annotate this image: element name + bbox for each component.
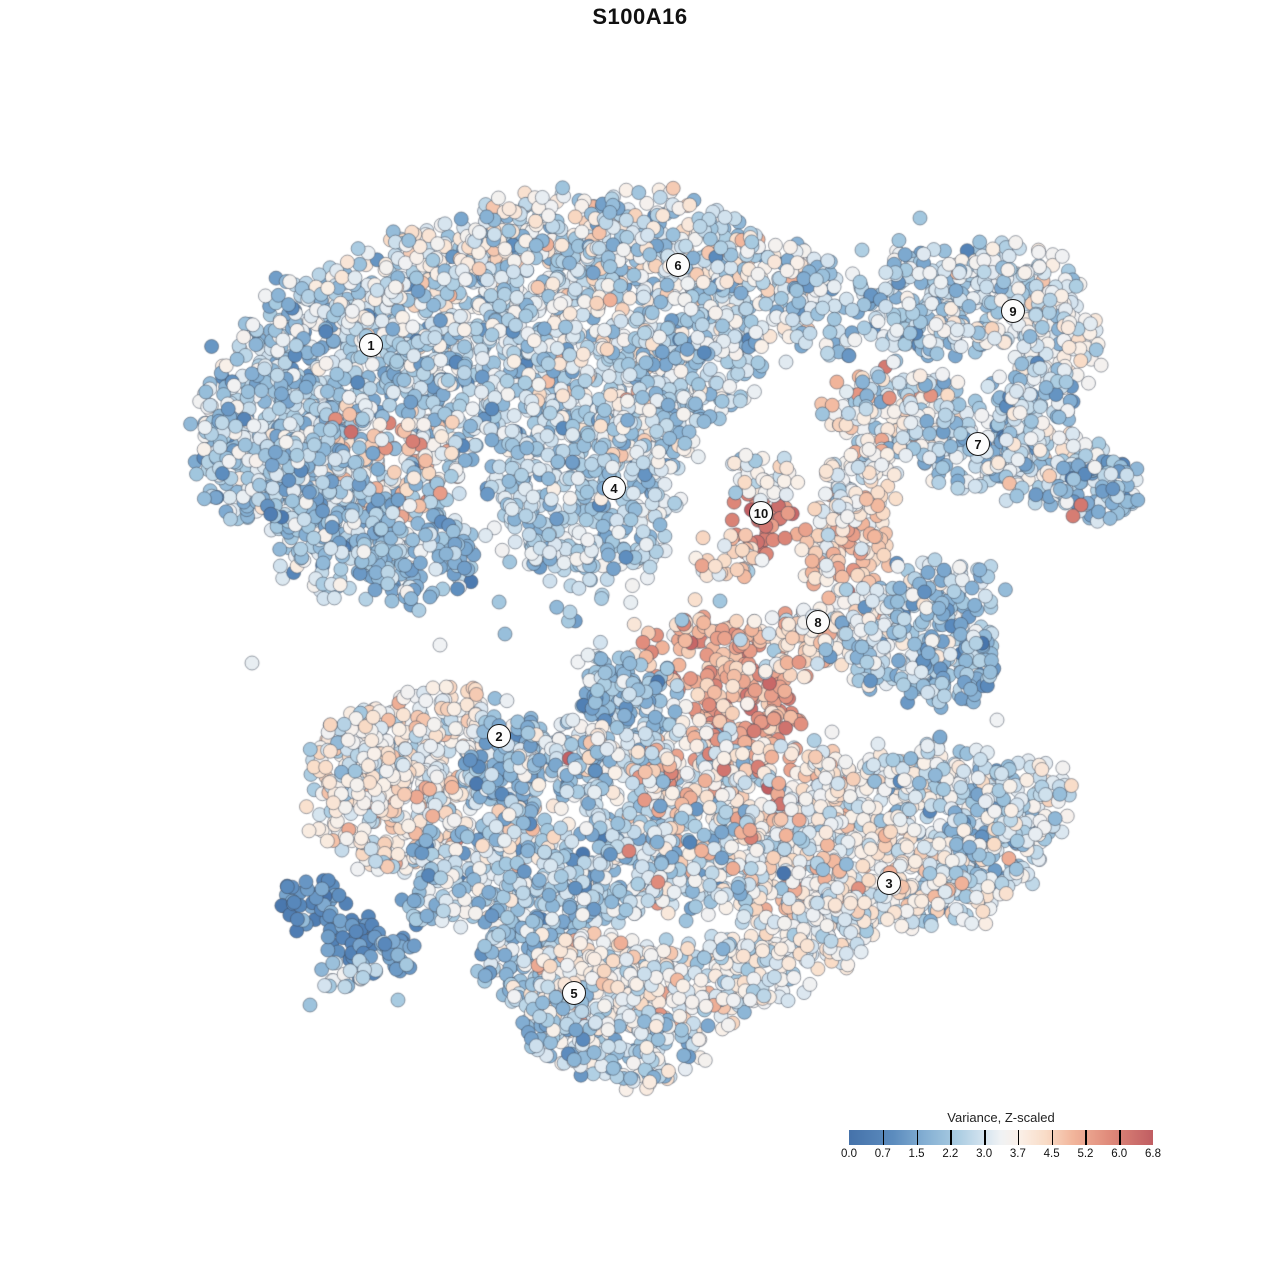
colorbar-gradient (849, 1130, 1153, 1145)
cluster-label-4: 4 (602, 476, 626, 500)
colorbar-tick-labels: 0.0 0.7 1.5 2.2 3.0 3.7 4.5 5.2 6.0 6.8 (841, 1148, 1161, 1163)
cluster-label-9: 9 (1001, 299, 1025, 323)
cluster-label-7: 7 (966, 432, 990, 456)
cluster-label-10: 10 (749, 501, 773, 525)
colorbar-tick (882, 1130, 885, 1145)
colorbar-tick-label: 2.2 (942, 1148, 959, 1160)
cluster-label-8: 8 (806, 610, 830, 634)
colorbar-tick-label: 3.0 (976, 1148, 993, 1160)
colorbar-legend: Variance, Z-scaled 0.0 0.7 1.5 2.2 3.0 3.7 4.5… (841, 1110, 1161, 1163)
colorbar-tick (1085, 1130, 1087, 1145)
cluster-label-3: 3 (877, 871, 901, 895)
colorbar-tick (1017, 1130, 1020, 1145)
cluster-label-2: 2 (487, 724, 511, 748)
cluster-label-5: 5 (562, 981, 586, 1005)
cluster-label-1: 1 (359, 333, 383, 357)
colorbar-tick-label: 0.7 (874, 1148, 891, 1160)
colorbar-tick (950, 1130, 952, 1145)
colorbar-tick-label: 6.0 (1111, 1148, 1128, 1160)
colorbar-title: Variance, Z-scaled (947, 1110, 1055, 1125)
colorbar-tick-label: 6.8 (1145, 1148, 1161, 1160)
colorbar-tick (984, 1130, 986, 1145)
colorbar-tick (1051, 1130, 1054, 1145)
colorbar-tick-label: 1.5 (908, 1148, 925, 1160)
colorbar-tick-label: 0.0 (841, 1148, 857, 1160)
colorbar-tick-label: 4.5 (1043, 1148, 1060, 1160)
colorbar-tick (916, 1130, 919, 1145)
colorbar-tick-label: 5.2 (1077, 1148, 1094, 1160)
cluster-label-6: 6 (666, 253, 690, 277)
chart-title: S100A16 (592, 4, 688, 29)
colorbar-tick (1119, 1130, 1121, 1145)
colorbar-tick-label: 3.7 (1009, 1148, 1026, 1160)
